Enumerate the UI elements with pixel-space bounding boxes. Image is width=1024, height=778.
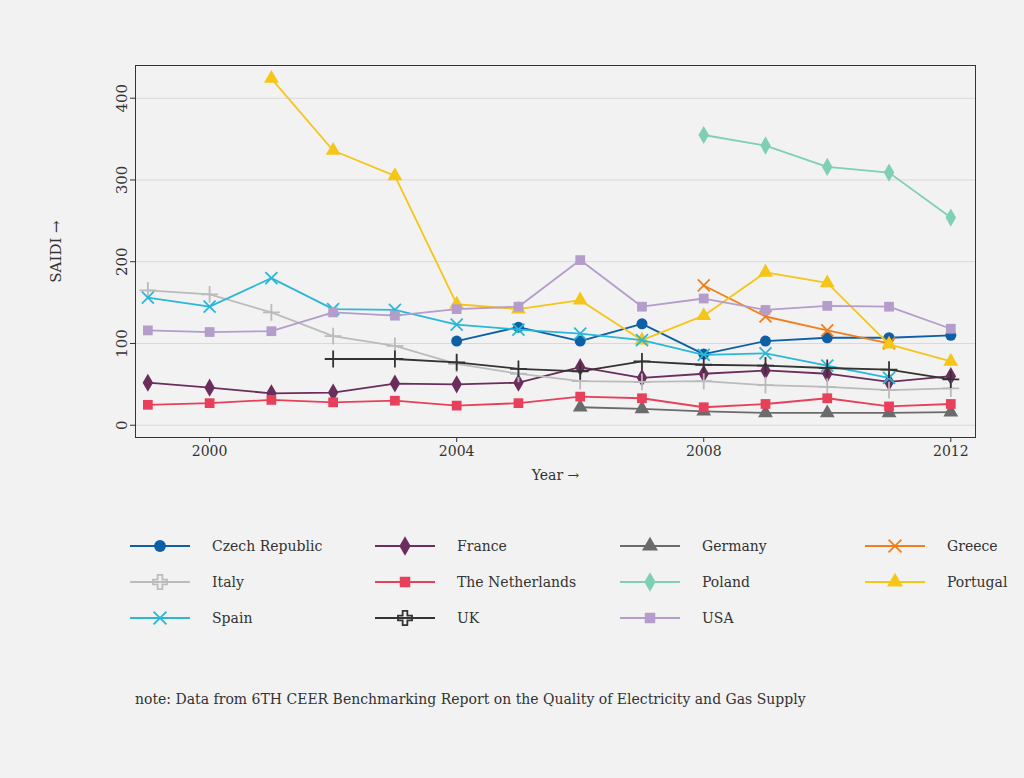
svg-text:SAIDI →: SAIDI → (47, 220, 65, 283)
html-text:Spain: Spain (212, 610, 253, 626)
html-text:France: France (457, 538, 507, 554)
svg-text:2000: 2000 (192, 443, 228, 459)
html-text:Germany: Germany (702, 538, 767, 554)
html-text:note: Data from 6TH CEER Bench: note: Data from 6TH CEER Benchmarking Re… (135, 691, 806, 707)
html-text:Poland: Poland (702, 574, 751, 590)
svg-text:2008: 2008 (686, 443, 722, 459)
svg-text:0: 0 (113, 420, 131, 430)
html-text:USA: USA (702, 610, 734, 626)
html-text:UK: UK (457, 610, 480, 626)
html-text:Italy: Italy (212, 574, 244, 590)
html-text:The Netherlands: The Netherlands (457, 574, 577, 590)
svg-text:300: 300 (113, 166, 131, 195)
html-text:Greece: Greece (947, 538, 998, 554)
svg-text:200: 200 (113, 247, 131, 276)
svg-text:100: 100 (113, 329, 131, 358)
svg-text:2004: 2004 (439, 443, 475, 459)
svg-text:Year →: Year → (531, 467, 580, 483)
svg-text:2012: 2012 (933, 443, 969, 459)
html-text:Czech Republic: Czech Republic (212, 538, 323, 554)
svg-text:400: 400 (113, 84, 131, 113)
html-text:Portugal: Portugal (947, 574, 1008, 590)
